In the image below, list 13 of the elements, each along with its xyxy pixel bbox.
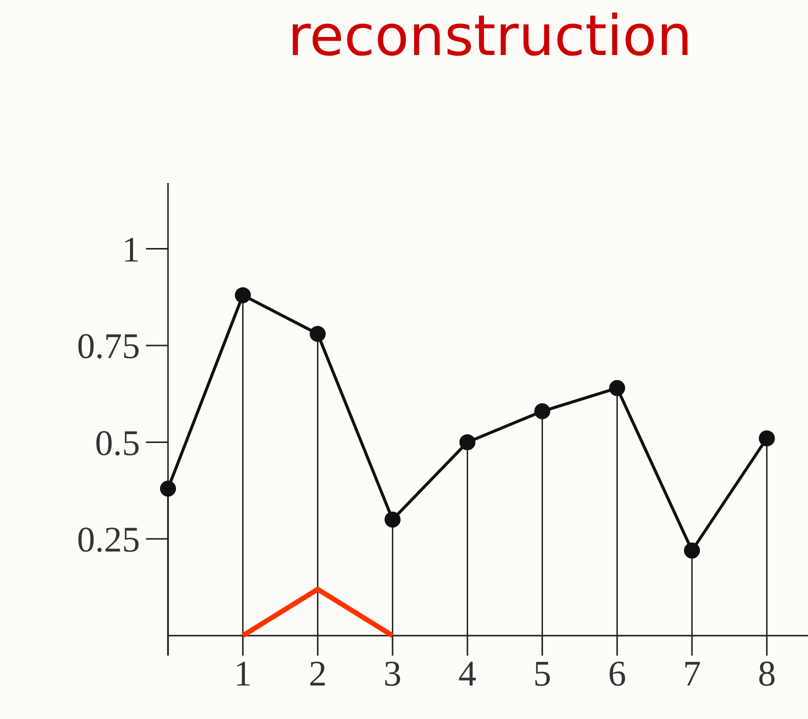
x-tick-label: 7 — [682, 654, 701, 694]
y-tick-label: 1 — [122, 229, 140, 270]
x-tick-label: 6 — [608, 654, 626, 694]
chart-title: reconstruction — [288, 4, 692, 69]
y-tick-label: 0.75 — [77, 326, 140, 366]
x-tick-label: 5 — [533, 654, 552, 694]
y-tick-label: 0.5 — [95, 422, 140, 463]
x-tick-label: 3 — [384, 654, 402, 694]
x-tick-label: 1 — [234, 654, 252, 694]
y-tick-label: 0.25 — [77, 520, 140, 560]
x-tick-label: 8 — [758, 654, 776, 694]
x-tick-label: 4 — [458, 654, 476, 694]
x-tick-label: 2 — [308, 654, 327, 694]
